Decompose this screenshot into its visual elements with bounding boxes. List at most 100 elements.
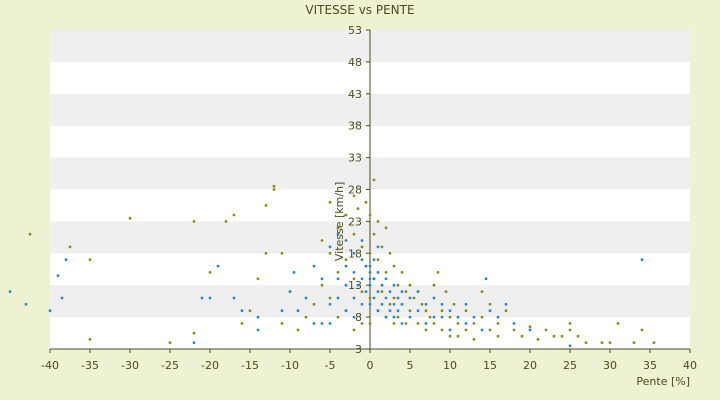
x-axis-label: Pente [%] <box>636 375 690 388</box>
data-point <box>376 271 380 274</box>
data-point <box>632 341 636 344</box>
x-tick-label: -10 <box>281 359 299 372</box>
data-point <box>384 277 388 281</box>
x-tick-label: 20 <box>523 359 537 372</box>
data-point <box>424 328 428 332</box>
data-point <box>336 232 340 236</box>
data-point <box>352 328 356 332</box>
axes <box>50 30 690 350</box>
data-point <box>408 309 412 313</box>
data-points <box>8 178 656 348</box>
data-point <box>400 290 404 293</box>
data-point <box>320 283 324 287</box>
data-point <box>512 322 516 325</box>
data-point <box>520 334 524 338</box>
y-tick-label: 13 <box>348 279 362 292</box>
data-point <box>400 302 404 306</box>
data-point <box>432 283 436 287</box>
data-point <box>392 302 396 306</box>
data-point <box>336 296 340 300</box>
data-point <box>368 213 372 217</box>
y-tick-label: 33 <box>348 152 362 165</box>
data-point <box>452 302 456 306</box>
x-tick-label: 0 <box>367 359 374 372</box>
data-point <box>432 296 436 300</box>
data-point <box>248 309 252 313</box>
data-point <box>472 315 476 319</box>
data-point <box>304 315 308 319</box>
data-point <box>480 315 484 319</box>
data-point <box>232 296 236 300</box>
data-point <box>440 309 444 313</box>
data-point <box>568 322 572 325</box>
data-point <box>312 264 316 268</box>
data-point <box>416 322 420 325</box>
data-point <box>60 296 64 300</box>
data-point <box>280 309 284 313</box>
data-point <box>344 264 348 268</box>
data-point <box>352 194 356 198</box>
data-point <box>440 315 444 319</box>
data-point <box>360 258 364 262</box>
data-point <box>336 226 340 230</box>
data-point <box>392 264 396 268</box>
y-tick-label: 38 <box>348 120 362 133</box>
x-axis-ticks: -40 -35 -30 -25 -20 -15 -10 -5 0 5 10 15 20 25 30 35 40 <box>41 349 697 372</box>
data-point <box>360 302 364 306</box>
data-point <box>488 309 492 313</box>
data-point <box>584 341 588 344</box>
data-point <box>384 271 388 274</box>
x-tick-label: -5 <box>325 359 336 372</box>
data-point <box>416 290 420 293</box>
y-tick-label: 23 <box>348 215 362 228</box>
data-point <box>436 271 440 274</box>
data-point <box>448 315 452 319</box>
data-point <box>192 331 196 335</box>
data-point <box>328 322 332 325</box>
data-point <box>380 290 384 293</box>
x-tick-label: -15 <box>241 359 259 372</box>
data-point <box>388 290 392 293</box>
data-point <box>464 328 468 332</box>
data-point <box>376 245 380 249</box>
data-point <box>368 302 372 306</box>
data-point <box>344 283 348 287</box>
data-point <box>432 322 436 325</box>
data-point <box>208 296 212 300</box>
data-point <box>480 290 484 293</box>
data-point <box>352 277 356 281</box>
y-tick-label: 8 <box>355 311 362 324</box>
data-point <box>68 245 72 249</box>
data-point <box>384 315 388 319</box>
data-point <box>456 334 460 338</box>
data-point <box>296 328 300 332</box>
data-point <box>328 251 332 255</box>
data-point <box>388 309 392 313</box>
data-point <box>360 290 364 293</box>
data-point <box>372 277 376 281</box>
data-point <box>272 188 276 191</box>
data-point <box>296 309 300 313</box>
data-point <box>528 325 532 329</box>
data-point <box>444 290 448 293</box>
data-point <box>216 264 220 268</box>
data-point <box>472 338 476 341</box>
data-point <box>396 309 400 313</box>
x-tick-label: 40 <box>683 359 697 372</box>
data-point <box>448 309 452 313</box>
chart-title: VITESSE vs PENTE <box>305 3 414 17</box>
data-point <box>396 315 400 319</box>
data-point <box>272 184 276 188</box>
data-point <box>364 290 368 293</box>
data-point <box>88 258 92 262</box>
data-point <box>380 302 384 306</box>
x-tick-label: 15 <box>483 359 497 372</box>
data-point <box>408 296 412 300</box>
data-point <box>456 315 460 319</box>
data-point <box>404 290 408 293</box>
x-tick-label: -25 <box>161 359 179 372</box>
data-point <box>224 220 228 223</box>
data-point <box>368 283 372 287</box>
data-point <box>312 322 316 325</box>
